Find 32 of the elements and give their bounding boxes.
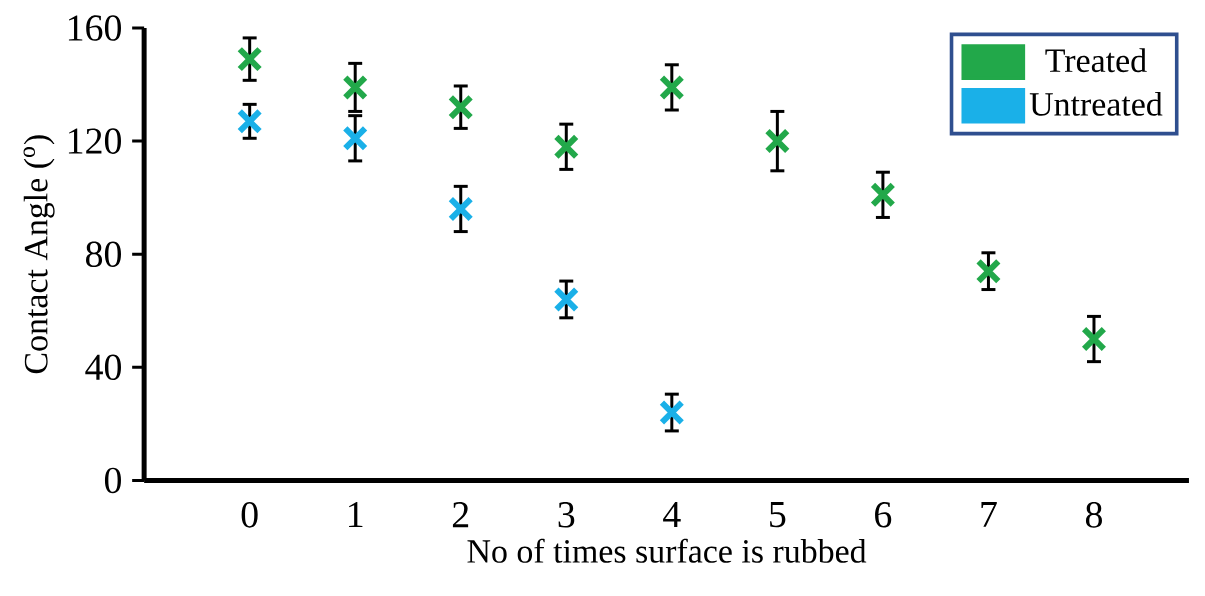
point (342, 74, 369, 101)
point (342, 125, 369, 151)
point (870, 181, 896, 208)
point (553, 133, 580, 160)
x-tick-label: 0 (241, 501, 258, 528)
x-tick-label: 5 (770, 501, 786, 528)
point (553, 286, 580, 313)
x-tick-label: 8 (1085, 501, 1102, 528)
point (236, 46, 263, 72)
x-tick-label: 7 (981, 501, 997, 527)
y-tick-label: 40 (85, 354, 121, 380)
x-tick-label: 2 (452, 501, 469, 527)
y-tick-label: 80 (86, 241, 121, 267)
x-tick-label: 6 (875, 501, 892, 528)
point (658, 74, 685, 101)
y-axis-title: Contact Angle ($^{o}$) (23, 135, 55, 373)
x-tick-label: 1 (349, 501, 363, 527)
x-axis-title: No of times surface is rubbed (467, 538, 867, 563)
point (1081, 325, 1107, 352)
legend-label: Treated (1045, 48, 1147, 72)
x-tick-label: 4 (663, 501, 681, 527)
y-tick-label: 0 (104, 467, 121, 493)
point (236, 108, 263, 134)
point (447, 195, 474, 222)
y-tick-label: 160 (68, 15, 121, 41)
point (658, 399, 685, 426)
point (975, 258, 1002, 284)
point (764, 128, 791, 154)
point (447, 94, 474, 120)
x-tick-label: 3 (558, 501, 575, 528)
y-tick-label: 120 (68, 128, 121, 154)
legend-label: Untreated (1029, 91, 1163, 116)
